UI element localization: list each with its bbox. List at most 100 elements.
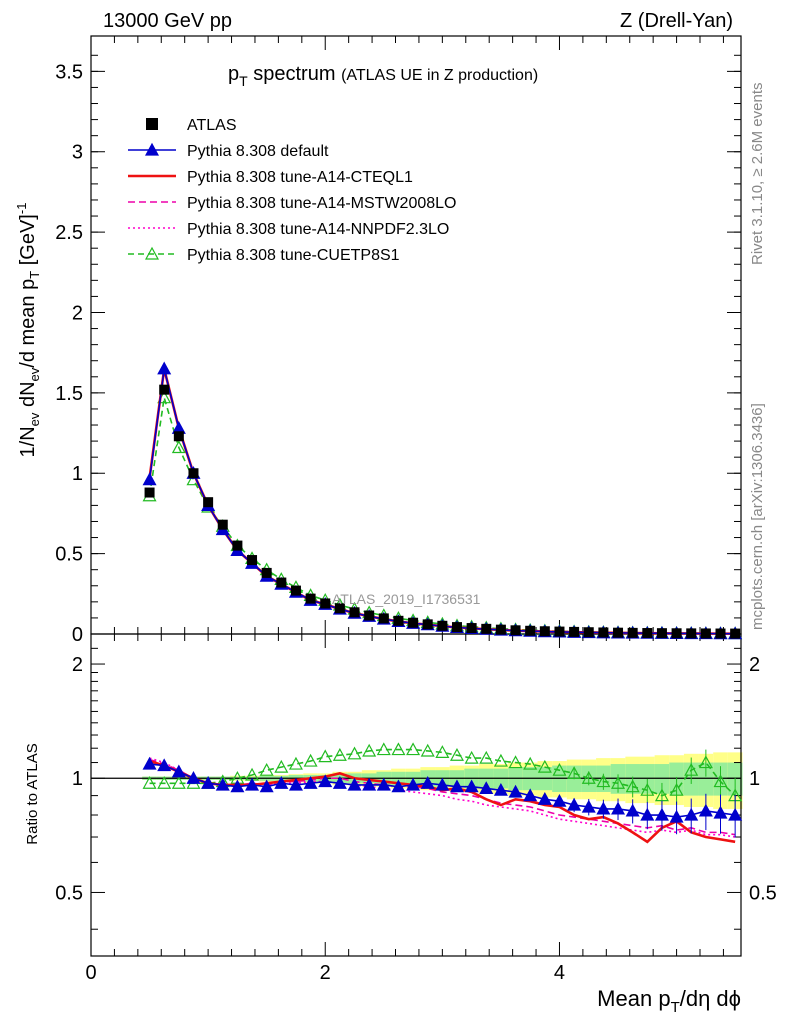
ratio-marker-0 (508, 784, 523, 798)
main-ylabel-b-sub: ev (27, 367, 42, 381)
data-point (613, 627, 624, 638)
ratio-marker-0 (332, 776, 347, 789)
ratio-marker-0 (523, 788, 538, 802)
rivet-label: Rivet 3.1.10, ≥ 2.6M events (749, 83, 766, 266)
ratio-band-green (654, 764, 670, 794)
ratio-ytick-label-right: 2 (749, 654, 760, 676)
ratio-marker-4 (157, 776, 172, 789)
main-marker-1 (157, 361, 172, 375)
ratio-marker-4 (332, 747, 347, 761)
data-point (349, 607, 360, 618)
main-marker-1 (142, 472, 157, 486)
legend-label: Pythia 8.308 tune-A14-NNPDF2.3LO (187, 221, 449, 238)
ratio-marker-4 (596, 774, 611, 788)
ratio-marker-4 (142, 776, 157, 789)
ratio-ytick-label-left: 0.5 (55, 882, 83, 904)
data-point (451, 622, 462, 633)
ratio-marker-4 (684, 762, 699, 776)
data-point (686, 628, 697, 639)
data-point (730, 628, 741, 639)
ratio-marker-0 (728, 807, 743, 821)
ratio-marker-4 (347, 746, 362, 760)
ratio-marker-4 (698, 755, 713, 769)
x-tick-label: 2 (320, 962, 331, 984)
legend-label: Pythia 8.308 tune-A14-CTEQL1 (187, 169, 413, 186)
ratio-marker-4 (479, 750, 494, 764)
ratio-marker-4 (391, 742, 406, 756)
ratio-marker-4 (435, 745, 450, 758)
main-ytick-label: 1.5 (55, 383, 83, 405)
ratio-marker-0 (684, 807, 699, 821)
ratio-marker-0 (698, 803, 713, 817)
ratio-marker-4 (581, 770, 596, 784)
ratio-marker-4 (508, 755, 523, 769)
ratio-marker-4 (420, 743, 435, 757)
data-point (378, 613, 389, 624)
data-point (334, 603, 345, 614)
ratio-marker-4 (493, 753, 508, 767)
ratio-marker-0 (406, 777, 421, 791)
ratio-marker-4 (625, 779, 640, 793)
ratio-ylabel: Ratio to ATLAS (24, 743, 41, 844)
ratio-marker-0 (449, 779, 465, 793)
ratio-marker-4 (552, 762, 567, 776)
ratio-ytick-label-right: 0.5 (749, 882, 777, 904)
plot-title: pT spectrum (ATLAS UE in Z production) (228, 63, 538, 89)
process-label: Z (Drell-Yan) (620, 10, 733, 32)
ratio-marker-4 (567, 766, 582, 779)
ratio-marker-0 (288, 777, 303, 791)
x-label-sub: T (671, 999, 680, 1016)
ratio-marker-0 (552, 793, 567, 807)
main-ylabel-b: dN (17, 381, 39, 412)
main-ylabel-a: 1/N (17, 426, 39, 457)
data-point (173, 431, 184, 442)
ratio-marker-0 (245, 777, 260, 791)
plot-title-rest: spectrum (248, 63, 336, 85)
data-point (408, 617, 419, 628)
data-point (539, 626, 550, 637)
main-plot-frame: 0 0.5 1 1.5 2 2.5 3 3.5 (55, 35, 742, 646)
data-point (320, 598, 331, 609)
main-ytick-label: 2.5 (55, 222, 83, 244)
ratio-marker-0 (625, 803, 640, 817)
main-ylabel-c-sub: T (27, 271, 42, 279)
data-point (364, 610, 375, 621)
ratio-plot-frame: 0 2 4 0.5 0.5 1 1 2 2 (55, 633, 777, 984)
ratio-marker-0 (318, 774, 333, 788)
ratio-marker-4 (171, 776, 186, 789)
ratio-marker-0 (567, 797, 582, 811)
ratio-marker-4 (318, 749, 333, 763)
legend-label: Pythia 8.308 default (187, 143, 329, 160)
plot-title-paren: (ATLAS UE in Z production) (341, 67, 538, 84)
ratio-marker-4 (713, 774, 728, 788)
legend-marker-triangle (144, 142, 160, 156)
ratio-marker-0 (654, 807, 669, 821)
main-ylabel-a-sub: ev (27, 412, 42, 426)
analysis-id: ATLAS_2019_I1736531 (332, 591, 481, 607)
data-point (203, 497, 214, 508)
x-tick-label: 0 (85, 962, 96, 984)
data-point (247, 555, 258, 566)
ratio-marker-4 (288, 756, 303, 770)
main-ylabel-unit: [GeV] (17, 214, 39, 271)
ratio-marker-0 (274, 776, 289, 789)
ratio-marker-0 (215, 777, 230, 791)
data-point (481, 623, 492, 634)
data-point (393, 615, 404, 626)
legend-label: Pythia 8.308 tune-A14-MSTW2008LO (187, 195, 456, 212)
legend-marker-data (146, 118, 158, 130)
data-point (671, 628, 682, 639)
main-plot-series (142, 361, 743, 640)
ratio-marker-0 (362, 777, 377, 791)
data-point (569, 626, 580, 637)
ratio-line-4 (149, 748, 736, 797)
ratio-marker-0 (420, 776, 435, 789)
ratio-marker-0 (303, 776, 318, 789)
ratio-marker-0 (230, 779, 245, 793)
ratio-marker-4 (523, 756, 538, 770)
data-point (510, 625, 521, 636)
main-ytick-label: 2 (72, 302, 83, 324)
ratio-marker-0 (581, 799, 596, 813)
data-point (159, 384, 170, 395)
data-point (276, 577, 287, 588)
